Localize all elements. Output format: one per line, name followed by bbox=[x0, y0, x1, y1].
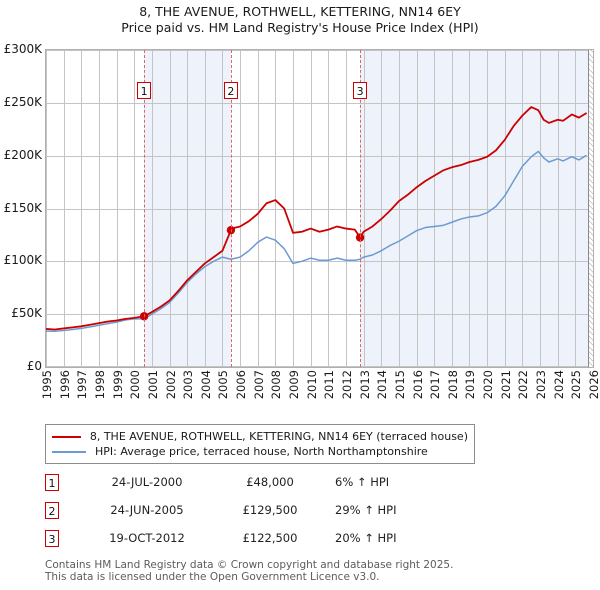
gridline-horizontal bbox=[46, 366, 593, 367]
legend-swatch-price-paid bbox=[52, 435, 81, 438]
x-tick-label: 2024 bbox=[551, 370, 566, 400]
gridline-horizontal bbox=[46, 155, 593, 157]
x-tick-label: 1996 bbox=[57, 370, 72, 400]
legend-item-price-paid: 8, THE AVENUE, ROTHWELL, KETTERING, NN14… bbox=[52, 429, 468, 444]
projected-period-hatch bbox=[588, 50, 593, 367]
transaction-index-3: 3 bbox=[45, 530, 59, 547]
x-tick-label: 2012 bbox=[339, 370, 354, 400]
x-tick-label: 2016 bbox=[410, 370, 425, 400]
series-line-hpi bbox=[46, 150, 587, 333]
y-tick-label: £250K bbox=[3, 94, 42, 109]
transaction-price-3: £122,500 bbox=[242, 531, 298, 545]
x-tick-label: 2017 bbox=[428, 370, 443, 400]
footer-line-1: Contains HM Land Registry data © Crown c… bbox=[45, 559, 454, 571]
page-subtitle: Price paid vs. HM Land Registry's House … bbox=[121, 20, 479, 35]
transaction-price-2: £129,500 bbox=[242, 503, 298, 517]
event-line-2 bbox=[230, 50, 232, 367]
y-tick-label: £200K bbox=[3, 147, 42, 162]
x-tick-label: 2009 bbox=[287, 370, 302, 400]
x-tick-label: 2018 bbox=[445, 370, 460, 400]
y-tick-label: £100K bbox=[3, 253, 42, 268]
legend-item-hpi: HPI: Average price, terraced house, Nort… bbox=[52, 444, 468, 459]
x-tick-label: 2000 bbox=[128, 370, 143, 400]
event-line-3 bbox=[360, 50, 362, 367]
x-tick-label: 2015 bbox=[392, 370, 407, 400]
x-tick-label: 2010 bbox=[304, 370, 319, 400]
gridline-horizontal bbox=[46, 208, 593, 210]
x-tick-label: 2026 bbox=[587, 370, 600, 400]
x-tick-label: 2021 bbox=[498, 370, 513, 400]
transaction-price-1: £48,000 bbox=[246, 475, 294, 489]
chart-plot-area bbox=[45, 49, 594, 368]
x-tick-label: 2002 bbox=[163, 370, 178, 400]
x-tick-label: 2003 bbox=[181, 370, 196, 400]
event-line-1 bbox=[144, 50, 146, 367]
transaction-date-3: 19-OCT-2012 bbox=[109, 531, 185, 545]
y-tick-label: £0 bbox=[26, 359, 42, 373]
x-tick-label: 2020 bbox=[481, 370, 496, 400]
table-row: 3 19-OCT-2012 £122,500 20% ↑ HPI bbox=[45, 530, 585, 558]
transaction-hpi-3: 20% ↑ HPI bbox=[335, 531, 397, 545]
x-tick-label: 2022 bbox=[516, 370, 531, 400]
legend-label-price-paid: 8, THE AVENUE, ROTHWELL, KETTERING, NN14… bbox=[89, 430, 468, 443]
copyright-footer: Contains HM Land Registry data © Crown c… bbox=[45, 559, 585, 583]
chart-series-layer bbox=[46, 106, 587, 333]
gridline-horizontal bbox=[46, 50, 593, 51]
x-tick-label: 2014 bbox=[375, 370, 390, 400]
series-line-price-paid bbox=[46, 106, 587, 331]
table-row: 1 24-JUL-2000 £48,000 6% ↑ HPI bbox=[45, 474, 585, 502]
x-tick-label: 2013 bbox=[357, 370, 372, 400]
x-tick-label: 2011 bbox=[322, 370, 337, 400]
y-tick-label: £150K bbox=[3, 200, 42, 215]
gridline-horizontal bbox=[46, 261, 593, 263]
x-tick-label: 2004 bbox=[198, 370, 213, 400]
x-tick-label: 2008 bbox=[269, 370, 284, 400]
transaction-index-2: 2 bbox=[45, 502, 59, 519]
x-tick-label: 2019 bbox=[463, 370, 478, 400]
transactions-table: 1 24-JUL-2000 £48,000 6% ↑ HPI 2 24-JUN-… bbox=[45, 474, 585, 558]
footer-line-2: This data is licensed under the Open Gov… bbox=[45, 571, 380, 583]
chart-title-block: 8, THE AVENUE, ROTHWELL, KETTERING, NN14… bbox=[0, 4, 600, 36]
y-tick-label: £300K bbox=[3, 42, 42, 56]
legend-label-hpi: HPI: Average price, terraced house, Nort… bbox=[95, 445, 428, 458]
x-tick-label: 2006 bbox=[234, 370, 249, 400]
x-tick-label: 1999 bbox=[110, 370, 125, 400]
transaction-index-1: 1 bbox=[45, 474, 59, 491]
x-tick-label: 1995 bbox=[40, 370, 54, 400]
page-title: 8, THE AVENUE, ROTHWELL, KETTERING, NN14… bbox=[139, 4, 461, 19]
transaction-hpi-2: 29% ↑ HPI bbox=[335, 503, 397, 517]
gridline-horizontal bbox=[46, 314, 593, 316]
x-tick-label: 1998 bbox=[92, 370, 107, 400]
x-tick-label: 1997 bbox=[75, 370, 90, 400]
chart-legend: 8, THE AVENUE, ROTHWELL, KETTERING, NN14… bbox=[45, 424, 475, 464]
x-tick-label: 2001 bbox=[145, 370, 160, 400]
legend-swatch-hpi bbox=[52, 450, 86, 453]
y-tick-label: £50K bbox=[11, 306, 42, 321]
table-row: 2 24-JUN-2005 £129,500 29% ↑ HPI bbox=[45, 502, 585, 530]
x-tick-label: 2005 bbox=[216, 370, 231, 400]
x-tick-label: 2007 bbox=[251, 370, 266, 400]
transaction-hpi-1: 6% ↑ HPI bbox=[335, 475, 390, 489]
transaction-date-2: 24-JUN-2005 bbox=[110, 503, 184, 517]
x-tick-label: 2023 bbox=[534, 370, 549, 400]
gridline-horizontal bbox=[46, 102, 593, 104]
gridline-vertical bbox=[593, 50, 594, 367]
x-tick-label: 2025 bbox=[569, 370, 584, 400]
transaction-date-1: 24-JUL-2000 bbox=[111, 475, 183, 489]
